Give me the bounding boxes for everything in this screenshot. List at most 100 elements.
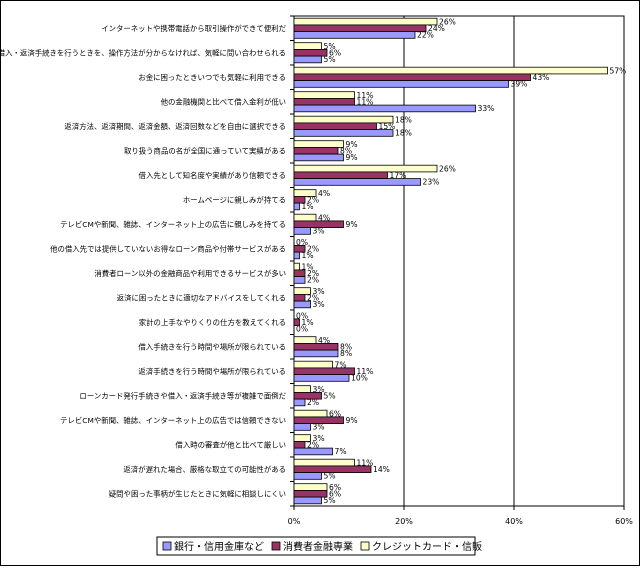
data-label: 3% (313, 423, 325, 432)
data-label: 0% (296, 238, 308, 247)
bar (293, 213, 317, 222)
data-label: 3% (313, 227, 325, 236)
data-label: 26% (439, 164, 456, 173)
bar (293, 269, 306, 277)
bar (293, 140, 344, 148)
data-label: 9% (346, 140, 358, 149)
legend-swatch (271, 541, 281, 551)
bar (293, 496, 322, 505)
bar (293, 349, 339, 358)
data-label: 4% (318, 336, 330, 345)
data-label: 33% (478, 104, 495, 113)
bar (293, 80, 509, 88)
bar (293, 24, 427, 32)
data-label: 11% (357, 367, 374, 376)
data-label: 3% (313, 300, 325, 309)
category-label: 借入・返済手続きを行うときを、操作方法が分からなければ、気軽に問い合わせられる (1, 48, 286, 57)
category-label: お金に困ったときいつでも気軽に利用できる (138, 73, 286, 82)
bar (293, 49, 328, 57)
legend-label: 銀行・信用金庫など (174, 540, 264, 553)
data-label: 11% (357, 458, 374, 467)
data-label: 5% (324, 55, 336, 64)
data-label: 8% (340, 147, 352, 156)
bar (293, 300, 311, 309)
data-label: 22% (417, 31, 434, 40)
data-label: 2% (307, 441, 319, 450)
data-label: 3% (313, 434, 325, 443)
bar (293, 73, 531, 82)
data-label: 10% (351, 374, 368, 383)
category-label: テレビCMや新聞、雑誌、インターネット上の広告では信頼できない (60, 416, 286, 425)
data-label: 14% (373, 465, 390, 474)
data-label: 1% (302, 262, 314, 271)
data-label: 6% (329, 490, 341, 499)
data-label: 8% (340, 343, 352, 352)
category-label: 消費者ローン以外の金融商品や利用できるサービスが多い (94, 269, 286, 278)
data-label: 39% (511, 80, 528, 89)
data-label: 7% (335, 360, 347, 369)
data-label: 18% (395, 129, 412, 138)
data-label: 0% (296, 311, 308, 320)
bar (293, 227, 311, 235)
data-label: 2% (307, 398, 319, 407)
bar (293, 472, 322, 480)
data-label: 3% (313, 287, 325, 296)
bar (293, 458, 355, 467)
bar (293, 336, 317, 344)
bar (293, 416, 344, 424)
bar (293, 385, 311, 393)
x-tick-label: 0% (288, 517, 301, 526)
bar (293, 398, 306, 407)
data-label: 5% (324, 496, 336, 505)
bar (293, 293, 306, 302)
data-label: 5% (324, 392, 336, 401)
bar (293, 409, 328, 418)
bar (293, 17, 438, 26)
bar (293, 262, 300, 271)
legend-swatch (162, 541, 172, 551)
category-label: 取り扱う商品の名が全国に通っていて実績がある (124, 146, 286, 155)
bar (293, 178, 421, 186)
data-label: 9% (346, 220, 358, 229)
category-label: 疑問や困った事柄が生じたときに気軽に相談しにくい (109, 489, 286, 498)
data-label: 17% (390, 171, 407, 180)
category-label: インターネットや携帯電話から取引操作ができて便利だ (101, 24, 286, 33)
bar (293, 104, 476, 113)
data-label: 6% (329, 409, 341, 418)
bar (293, 465, 372, 473)
data-label: 8% (340, 349, 352, 358)
data-label: 15% (379, 122, 396, 131)
bar (293, 483, 328, 491)
bar (293, 153, 344, 162)
legend-label: クレジットカード・信販 (372, 541, 482, 553)
bar (293, 66, 608, 75)
x-tick-label: 60% (615, 517, 633, 526)
data-label: 23% (423, 178, 440, 187)
data-label: 5% (324, 42, 336, 51)
data-label: 6% (329, 49, 341, 58)
category-label: ローンカード発行手続きや借入・返済手続き等が複雑で面倒だ (79, 391, 286, 400)
bar (293, 42, 322, 50)
data-label: 43% (533, 73, 550, 82)
bar (293, 202, 300, 211)
bar (293, 367, 355, 375)
legend-box (156, 536, 476, 556)
bar (293, 374, 350, 382)
bar (293, 171, 388, 179)
data-label: 26% (439, 17, 456, 26)
bar (293, 129, 394, 137)
data-label: 57% (610, 66, 627, 75)
category-label: 借入手続きを行う時間や場所が限られている (138, 342, 286, 351)
plot-area (293, 15, 625, 507)
category-label: 返済に困ったときに適切なアドバイスをしてくれる (117, 293, 286, 302)
data-label: 6% (329, 483, 341, 492)
bar (293, 146, 339, 155)
data-label: 11% (357, 91, 374, 100)
x-tick-label: 40% (505, 517, 523, 526)
bar (293, 447, 333, 456)
data-label: 2% (307, 276, 319, 285)
bar (293, 342, 339, 351)
data-label: 11% (357, 98, 374, 107)
